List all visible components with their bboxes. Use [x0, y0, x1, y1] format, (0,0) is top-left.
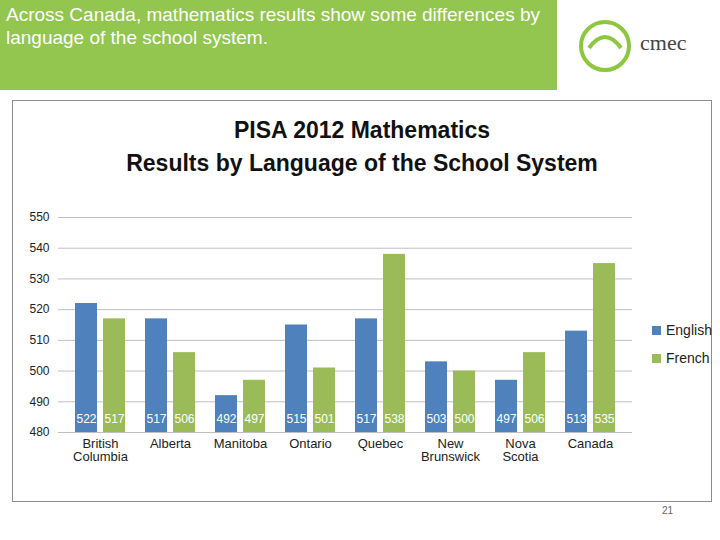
- svg-text:513: 513: [566, 412, 586, 426]
- svg-text:501: 501: [314, 412, 334, 426]
- svg-text:517: 517: [104, 412, 124, 426]
- svg-text:522: 522: [76, 412, 96, 426]
- svg-text:510: 510: [29, 333, 49, 347]
- svg-text:492: 492: [216, 412, 236, 426]
- svg-text:Alberta: Alberta: [150, 436, 192, 451]
- svg-text:506: 506: [524, 412, 544, 426]
- html-text:Across Canada, mathematics res: Across Canada, mathematics results show …: [6, 4, 540, 48]
- svg-text:497: 497: [496, 412, 516, 426]
- svg-text:500: 500: [454, 412, 474, 426]
- svg-text:497: 497: [244, 412, 264, 426]
- svg-text:Manitoba: Manitoba: [214, 436, 268, 451]
- html-text:PISA 2012 Mathematics Results: PISA 2012 Mathematics Results by Languag…: [126, 117, 598, 176]
- svg-text:Ontario: Ontario: [289, 436, 332, 451]
- svg-text:538: 538: [384, 412, 404, 426]
- svg-text:520: 520: [29, 302, 49, 316]
- svg-text:517: 517: [356, 412, 376, 426]
- svg-text:515: 515: [286, 412, 306, 426]
- svg-text:BritishColumbia: BritishColumbia: [73, 436, 129, 464]
- svg-text:550: 550: [29, 210, 49, 224]
- svg-text:530: 530: [29, 272, 49, 286]
- html-text:cmec: cmec: [640, 30, 687, 55]
- html-text:French: French: [666, 350, 710, 366]
- html-text:English: English: [666, 322, 712, 338]
- svg-text:506: 506: [174, 412, 194, 426]
- svg-text:500: 500: [29, 364, 49, 378]
- svg-text:503: 503: [426, 412, 446, 426]
- svg-text:517: 517: [146, 412, 166, 426]
- svg-text:NovaScotia: NovaScotia: [502, 436, 539, 464]
- html-text:21: 21: [662, 505, 674, 516]
- svg-text:Quebec: Quebec: [358, 436, 404, 451]
- svg-text:540: 540: [29, 241, 49, 255]
- svg-text:Canada: Canada: [568, 436, 614, 451]
- svg-text:535: 535: [594, 412, 614, 426]
- svg-text:NewBrunswick: NewBrunswick: [421, 436, 481, 464]
- svg-text:480: 480: [29, 425, 49, 439]
- svg-text:490: 490: [29, 395, 49, 409]
